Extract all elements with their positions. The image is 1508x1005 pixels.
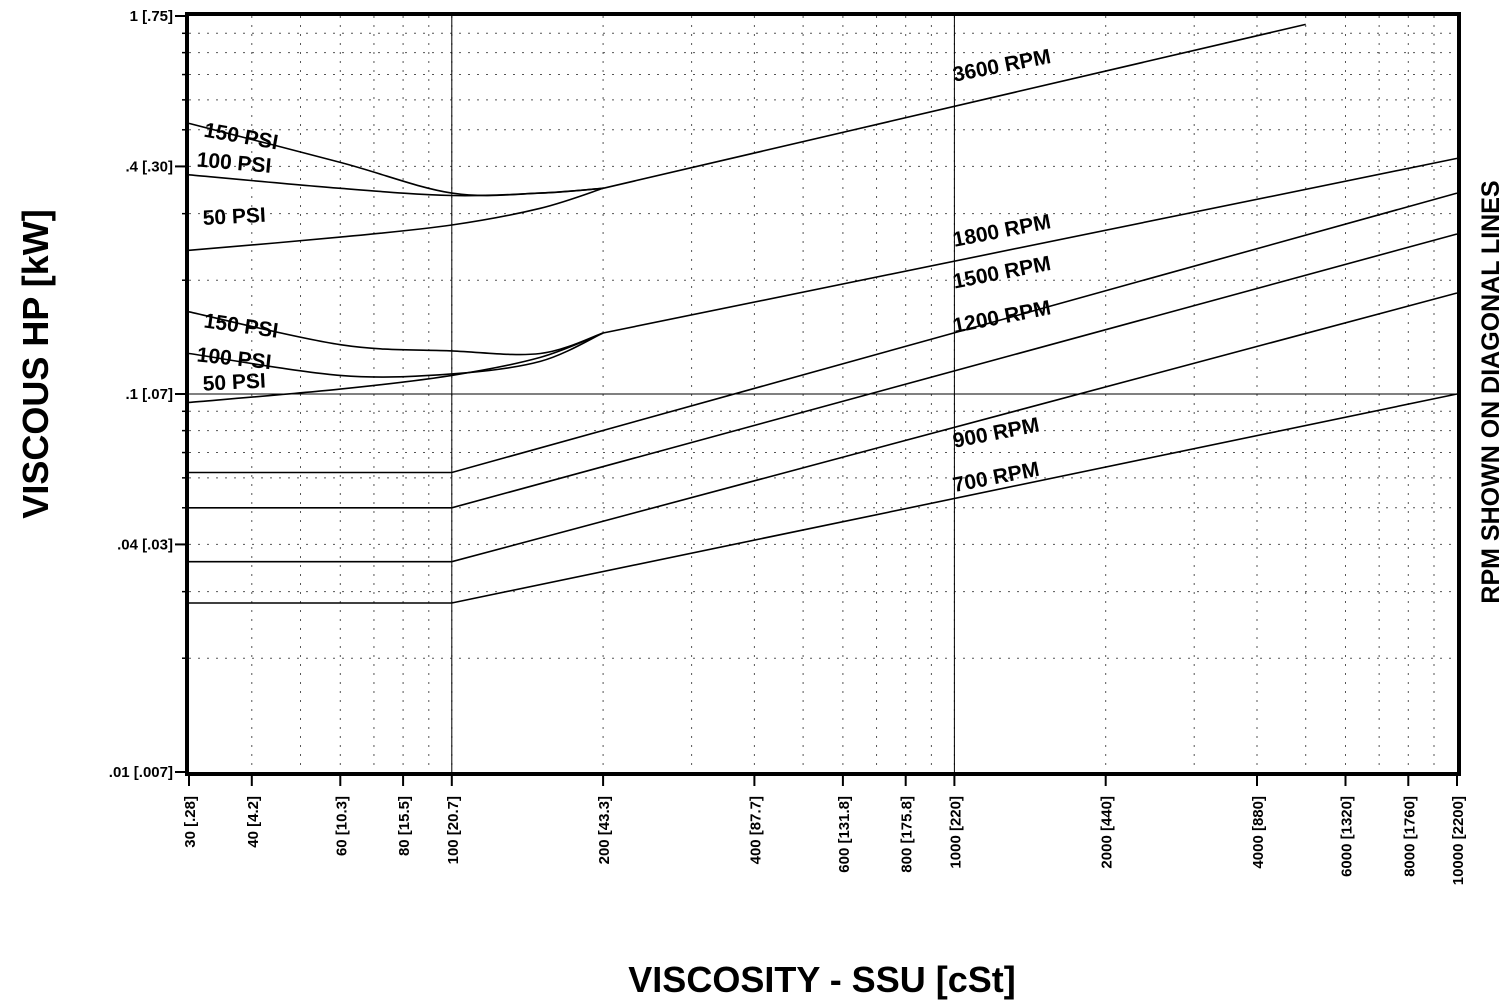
right-axis-label: RPM SHOWN ON DIAGONAL LINES	[1477, 180, 1505, 603]
series-label: 700 RPM	[951, 458, 1041, 497]
series-line	[188, 174, 604, 197]
x-tick-label: 600 [131.8]	[836, 796, 853, 873]
x-tick-label: 4000 [880]	[1250, 796, 1267, 869]
series-label: 3600 RPM	[951, 45, 1053, 87]
series-line	[189, 292, 1458, 563]
series-label: 50 PSI	[202, 369, 266, 395]
x-axis-label: VISCOSITY - SSU [cSt]	[628, 959, 1015, 1000]
x-tick-label: 10000 [2200]	[1450, 796, 1467, 885]
series-line	[188, 187, 604, 252]
x-tick-label: 2000 [440]	[1099, 796, 1116, 869]
series-line	[189, 233, 1458, 509]
x-tick-label: 60 [10.3]	[333, 796, 350, 856]
series-line	[602, 157, 1458, 334]
series-line	[602, 23, 1306, 190]
x-tick-label: 40 [4.2]	[245, 796, 262, 848]
x-tick-label: 200 [43.3]	[596, 796, 613, 864]
x-tick-label: 8000 [1760]	[1401, 796, 1418, 877]
y-tick-label: .01 [.007]	[109, 764, 173, 781]
series-label: 900 RPM	[951, 414, 1041, 453]
series-line	[189, 393, 1458, 604]
series-label: 50 PSI	[202, 204, 266, 230]
series-label: 150 PSI	[202, 310, 279, 343]
series-line	[188, 332, 604, 378]
x-tick-label: 100 [20.7]	[445, 796, 462, 864]
series-label: 1800 RPM	[951, 210, 1053, 252]
series-label: 100 PSI	[196, 148, 272, 177]
series-line	[188, 332, 604, 404]
x-tick-label: 400 [87.7]	[747, 796, 764, 864]
series-label: 1200 RPM	[951, 296, 1053, 338]
y-tick-label: .4 [.30]	[125, 158, 173, 175]
y-tick-label: .1 [.07]	[125, 386, 173, 403]
x-tick-label: 6000 [1320]	[1338, 796, 1355, 877]
series-line	[188, 311, 604, 356]
plot-frame	[185, 12, 1461, 776]
grid-layer	[189, 16, 1457, 772]
x-tick-label: 30 [.28]	[182, 796, 199, 848]
y-axis-label: VISCOUS HP [kW]	[15, 209, 56, 518]
y-tick-label: 1 [.75]	[130, 8, 173, 25]
x-tick-label: 800 [175.8]	[899, 796, 916, 873]
x-tick-label: 80 [15.5]	[396, 796, 413, 856]
x-tick-label: 1000 [220]	[947, 796, 964, 869]
tick-layer: 1 [.75] .4 [.30] .1 [.07] .04 [.03] .01 [.00…	[109, 8, 1467, 885]
series-line	[189, 192, 1458, 474]
series-layer	[188, 23, 1458, 604]
y-tick-label: .04 [.03]	[117, 536, 173, 553]
